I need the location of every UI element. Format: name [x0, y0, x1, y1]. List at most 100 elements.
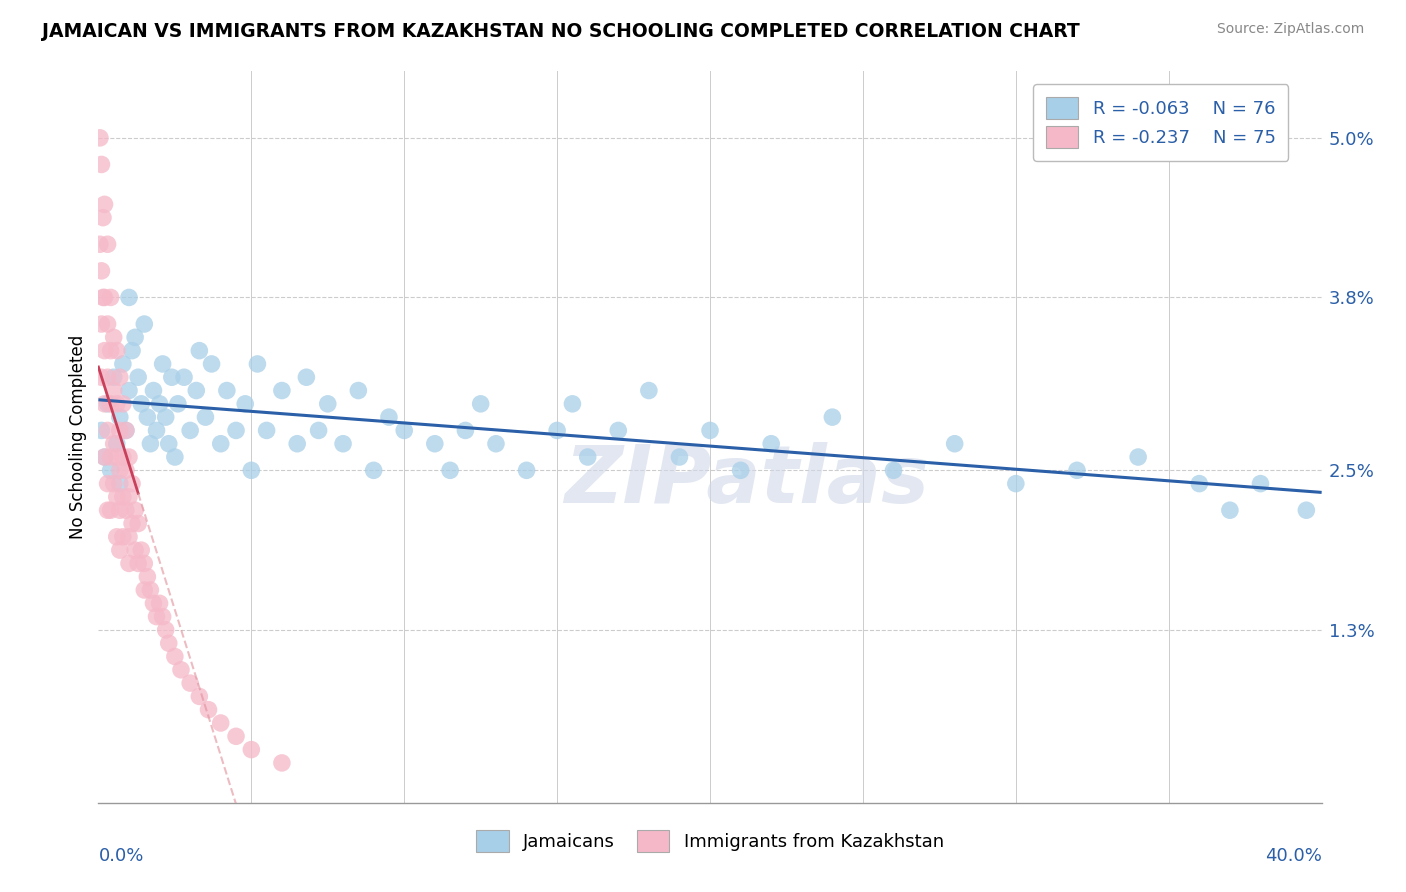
Point	[943, 436, 966, 450]
Point	[152, 357, 174, 371]
Point	[118, 290, 141, 304]
Point	[233, 397, 256, 411]
Point	[149, 397, 172, 411]
Point	[668, 450, 690, 464]
Point	[152, 609, 174, 624]
Point	[93, 343, 115, 358]
Point	[90, 317, 112, 331]
Point	[127, 370, 149, 384]
Point	[730, 463, 752, 477]
Point	[134, 582, 156, 597]
Point	[105, 436, 128, 450]
Point	[225, 424, 247, 438]
Point	[134, 557, 156, 571]
Point	[108, 463, 131, 477]
Point	[157, 436, 180, 450]
Point	[561, 397, 583, 411]
Point	[246, 357, 269, 371]
Point	[121, 343, 143, 358]
Point	[108, 424, 131, 438]
Text: 40.0%: 40.0%	[1265, 847, 1322, 864]
Point	[163, 649, 186, 664]
Point	[240, 463, 263, 477]
Point	[142, 596, 165, 610]
Point	[485, 436, 508, 450]
Point	[188, 343, 211, 358]
Point	[124, 503, 146, 517]
Legend: Jamaicans, Immigrants from Kazakhstan: Jamaicans, Immigrants from Kazakhstan	[465, 820, 955, 863]
Point	[270, 756, 292, 770]
Point	[89, 131, 111, 145]
Point	[129, 397, 152, 411]
Point	[160, 370, 183, 384]
Point	[225, 729, 247, 743]
Point	[97, 370, 120, 384]
Point	[100, 450, 122, 464]
Point	[209, 436, 232, 450]
Point	[103, 330, 125, 344]
Point	[215, 384, 238, 398]
Point	[89, 237, 111, 252]
Point	[546, 424, 568, 438]
Point	[136, 410, 159, 425]
Point	[90, 424, 112, 438]
Text: Source: ZipAtlas.com: Source: ZipAtlas.com	[1216, 22, 1364, 37]
Point	[173, 370, 195, 384]
Point	[136, 570, 159, 584]
Point	[108, 370, 131, 384]
Point	[129, 543, 152, 558]
Point	[108, 410, 131, 425]
Point	[439, 463, 461, 477]
Point	[103, 384, 125, 398]
Point	[699, 424, 721, 438]
Point	[240, 742, 263, 756]
Point	[142, 384, 165, 398]
Point	[115, 424, 138, 438]
Point	[127, 557, 149, 571]
Point	[103, 436, 125, 450]
Point	[576, 450, 599, 464]
Point	[295, 370, 318, 384]
Point	[111, 490, 134, 504]
Point	[97, 317, 120, 331]
Point	[316, 397, 339, 411]
Point	[363, 463, 385, 477]
Point	[470, 397, 492, 411]
Point	[197, 703, 219, 717]
Text: JAMAICAN VS IMMIGRANTS FROM KAZAKHSTAN NO SCHOOLING COMPLETED CORRELATION CHART: JAMAICAN VS IMMIGRANTS FROM KAZAKHSTAN N…	[42, 22, 1080, 41]
Point	[93, 450, 115, 464]
Point	[179, 676, 201, 690]
Point	[139, 582, 162, 597]
Point	[170, 663, 193, 677]
Point	[145, 609, 167, 624]
Point	[90, 264, 112, 278]
Point	[1219, 503, 1241, 517]
Point	[200, 357, 222, 371]
Point	[285, 436, 308, 450]
Point	[454, 424, 477, 438]
Point	[111, 397, 134, 411]
Point	[209, 716, 232, 731]
Point	[100, 343, 122, 358]
Point	[100, 503, 122, 517]
Point	[270, 384, 292, 398]
Point	[105, 343, 128, 358]
Point	[607, 424, 630, 438]
Point	[308, 424, 330, 438]
Point	[134, 317, 156, 331]
Point	[883, 463, 905, 477]
Point	[194, 410, 217, 425]
Point	[93, 397, 115, 411]
Point	[105, 450, 128, 464]
Point	[115, 424, 138, 438]
Point	[105, 490, 128, 504]
Point	[97, 476, 120, 491]
Point	[111, 357, 134, 371]
Point	[188, 690, 211, 704]
Point	[91, 290, 114, 304]
Point	[423, 436, 446, 450]
Point	[124, 543, 146, 558]
Point	[108, 476, 131, 491]
Point	[108, 543, 131, 558]
Point	[118, 384, 141, 398]
